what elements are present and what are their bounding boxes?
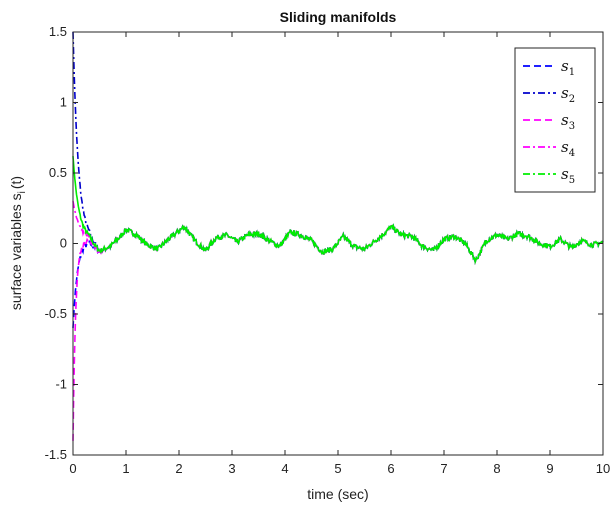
legend-label-sub: 1 [569, 67, 575, 78]
y-axis-title-tail: (t) [8, 176, 24, 189]
x-axis: 0 1 2 3 4 5 6 7 8 9 10 [69, 32, 610, 476]
legend-label-sub: 4 [569, 148, 575, 159]
x-tick-label: 8 [493, 461, 500, 476]
legend-label-s5: s5 [561, 165, 575, 186]
y-tick-label: -1 [55, 377, 67, 392]
y-axis-title-sub: i [17, 191, 28, 193]
legend-label-main: s [561, 57, 569, 75]
x-tick-label: 3 [228, 461, 235, 476]
y-tick-label: 0.5 [49, 165, 67, 180]
y-axis: -1.5 -1 -0.5 0 0.5 1 1.5 [45, 24, 603, 462]
x-tick-label: 4 [281, 461, 288, 476]
x-tick-label: 6 [387, 461, 394, 476]
y-tick-label: 1.5 [49, 24, 67, 39]
x-tick-label: 10 [596, 461, 610, 476]
legend-label-main: s [561, 84, 569, 102]
legend-label-sub: 2 [569, 94, 575, 105]
y-tick-label: 0 [60, 236, 67, 251]
plot-series [72, 31, 604, 441]
x-tick-label: 5 [334, 461, 341, 476]
legend-label-main: s [561, 111, 569, 129]
legend-label-sub: 5 [569, 175, 575, 186]
x-tick-label: 2 [175, 461, 182, 476]
x-tick-label: 1 [122, 461, 129, 476]
y-tick-label: 1 [60, 95, 67, 110]
x-tick-label: 9 [546, 461, 553, 476]
chart-title: Sliding manifolds [280, 9, 397, 25]
y-tick-label: -0.5 [45, 306, 67, 321]
x-tick-label: 7 [440, 461, 447, 476]
x-tick-label: 0 [69, 461, 76, 476]
x-axis-title: time (sec) [307, 486, 368, 502]
legend-label-main: s [561, 138, 569, 156]
series-line-s5 [72, 156, 604, 266]
y-axis-title-main: surface variables s [8, 193, 24, 310]
legend-label-s2: s2 [561, 84, 575, 105]
legend-label-s4: s4 [561, 138, 575, 159]
legend-label-s1: s1 [561, 57, 575, 78]
y-tick-label: -1.5 [45, 447, 67, 462]
legend-label-s3: s3 [561, 111, 575, 132]
y-axis-title: surface variables si (t) [8, 176, 28, 310]
legend-label-sub: 3 [569, 121, 575, 132]
legend-label-main: s [561, 165, 569, 183]
